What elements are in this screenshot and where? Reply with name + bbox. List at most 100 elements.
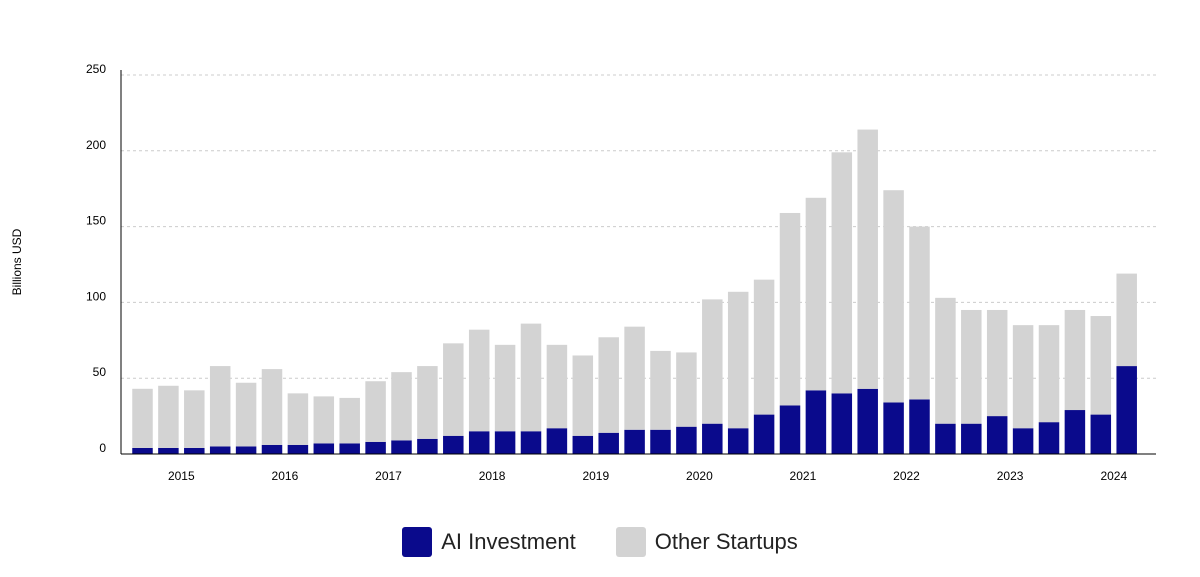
bars	[132, 129, 1137, 454]
legend-item-other-startups[interactable]: Other Startups	[615, 527, 798, 557]
bar-other-startups-2017-q3[interactable]	[391, 372, 412, 441]
bar-ai-investment-2020-q4[interactable]	[727, 428, 749, 454]
bar-other-startups-2022-q2[interactable]	[883, 190, 904, 403]
bar-other-startups-2023-q3[interactable]	[1012, 325, 1034, 429]
bar-ai-investment-2018-q3[interactable]	[494, 431, 516, 454]
x-tick-label-2020: 2020	[686, 469, 713, 483]
bar-ai-investment-2022-q1[interactable]	[857, 388, 878, 454]
bar-ai-investment-2017-q1[interactable]	[339, 443, 360, 454]
legend-swatch-other-startups	[615, 527, 646, 557]
bar-ai-investment-2018-q1[interactable]	[443, 435, 464, 454]
bar-other-startups-2015-q1[interactable]	[132, 388, 153, 448]
bar-ai-investment-2021-q3[interactable]	[805, 390, 827, 454]
legend: AI Investment Other Startups	[0, 527, 1200, 557]
bar-other-startups-2016-q4[interactable]	[313, 396, 335, 444]
legend-item-ai-investment[interactable]: AI Investment	[402, 527, 576, 557]
bar-other-startups-2024-q1[interactable]	[1064, 309, 1086, 411]
bar-ai-investment-2016-q1[interactable]	[235, 446, 257, 454]
bar-ai-investment-2023-q2[interactable]	[986, 416, 1008, 454]
bar-ai-investment-2022-q4[interactable]	[935, 423, 956, 454]
bar-other-startups-2022-q4[interactable]	[935, 297, 956, 424]
bar-other-startups-2019-q1[interactable]	[546, 344, 568, 429]
bar-ai-investment-2020-q3[interactable]	[702, 423, 723, 454]
x-tick-label-2024: 2024	[1100, 469, 1127, 483]
bar-other-startups-2018-q2[interactable]	[468, 329, 490, 432]
bar-ai-investment-2015-q1[interactable]	[132, 447, 153, 454]
bar-other-startups-2019-q2[interactable]	[572, 355, 594, 436]
bar-ai-investment-2017-q3[interactable]	[391, 440, 412, 454]
bar-other-startups-2024-q3[interactable]	[1116, 273, 1137, 367]
bar-other-startups-2020-q4[interactable]	[727, 291, 749, 429]
bar-ai-investment-2015-q2[interactable]	[158, 447, 179, 454]
bar-other-startups-2016-q3[interactable]	[287, 393, 309, 445]
y-tick-label-50: 50	[93, 365, 107, 379]
bar-ai-investment-2023-q1[interactable]	[961, 423, 982, 454]
bar-other-startups-2021-q2[interactable]	[779, 212, 801, 406]
bar-ai-investment-2024-q1[interactable]	[1064, 410, 1086, 454]
bar-ai-investment-2016-q3[interactable]	[287, 444, 309, 454]
bar-ai-investment-2015-q4[interactable]	[209, 446, 231, 454]
bar-ai-investment-2019-q1[interactable]	[546, 428, 568, 454]
bar-ai-investment-2023-q3[interactable]	[1012, 428, 1034, 454]
bar-other-startups-2020-q3[interactable]	[702, 299, 723, 424]
y-tick-labels: 0 50 100 150 200 250	[86, 62, 106, 455]
bar-other-startups-2023-q1[interactable]	[961, 309, 982, 424]
legend-label-other-startups: Other Startups	[654, 529, 798, 554]
bar-ai-investment-2018-q2[interactable]	[468, 431, 490, 454]
bar-other-startups-2017-q2[interactable]	[365, 381, 386, 442]
axes	[120, 70, 1156, 455]
bar-ai-investment-2020-q1[interactable]	[650, 429, 671, 454]
bar-ai-investment-2021-q4[interactable]	[831, 393, 853, 454]
bar-ai-investment-2018-q4[interactable]	[520, 431, 542, 454]
x-tick-labels: 2015 2016 2017 2018 2019 2020 2021 2022 2023 2024	[168, 469, 1128, 483]
bar-other-startups-2018-q3[interactable]	[494, 344, 516, 432]
bar-other-startups-2022-q1[interactable]	[857, 129, 878, 389]
bar-other-startups-2017-q1[interactable]	[339, 397, 360, 444]
bar-ai-investment-2019-q2[interactable]	[572, 435, 594, 454]
bar-other-startups-2016-q1[interactable]	[235, 382, 257, 447]
bar-ai-investment-2020-q2[interactable]	[676, 426, 697, 454]
bar-other-startups-2021-q4[interactable]	[831, 152, 853, 394]
bar-other-startups-2022-q3[interactable]	[909, 226, 930, 400]
y-axis-label: Billions USD	[10, 228, 24, 295]
bar-ai-investment-2021-q2[interactable]	[779, 405, 801, 454]
y-tick-label-250: 250	[86, 62, 106, 76]
y-tick-label-200: 200	[86, 138, 106, 152]
bar-other-startups-2015-q3[interactable]	[184, 390, 205, 448]
bar-ai-investment-2019-q3[interactable]	[598, 432, 619, 454]
bar-other-startups-2024-q2[interactable]	[1090, 316, 1112, 415]
y-tick-label-0: 0	[99, 441, 106, 455]
bar-other-startups-2021-q1[interactable]	[753, 279, 775, 415]
bar-other-startups-2021-q3[interactable]	[805, 197, 827, 391]
x-tick-label-2016: 2016	[272, 469, 299, 483]
bar-other-startups-2015-q2[interactable]	[158, 385, 179, 448]
x-tick-label-2022: 2022	[893, 469, 920, 483]
bar-other-startups-2020-q2[interactable]	[676, 352, 697, 427]
bar-other-startups-2023-q2[interactable]	[986, 309, 1008, 417]
y-tick-label-150: 150	[86, 214, 106, 228]
bar-other-startups-2019-q4[interactable]	[624, 326, 645, 430]
bar-other-startups-2016-q2[interactable]	[261, 369, 283, 445]
x-tick-label-2015: 2015	[168, 469, 195, 483]
bar-ai-investment-2016-q2[interactable]	[261, 444, 283, 454]
bar-other-startups-2015-q4[interactable]	[209, 366, 231, 447]
bar-other-startups-2018-q4[interactable]	[520, 323, 542, 432]
bar-ai-investment-2021-q1[interactable]	[753, 414, 775, 454]
x-tick-label-2023: 2023	[997, 469, 1024, 483]
bar-other-startups-2017-q4[interactable]	[417, 366, 438, 439]
bar-other-startups-2023-q4[interactable]	[1038, 325, 1060, 423]
bar-ai-investment-2024-q3[interactable]	[1116, 366, 1137, 454]
bar-ai-investment-2024-q2[interactable]	[1090, 414, 1112, 454]
bar-other-startups-2019-q3[interactable]	[598, 337, 619, 433]
bar-other-startups-2018-q1[interactable]	[443, 343, 464, 436]
bar-ai-investment-2017-q2[interactable]	[365, 441, 386, 454]
bar-other-startups-2020-q1[interactable]	[650, 350, 671, 430]
bar-ai-investment-2022-q2[interactable]	[883, 402, 904, 454]
bar-ai-investment-2017-q4[interactable]	[417, 438, 438, 454]
bar-ai-investment-2022-q3[interactable]	[909, 399, 930, 454]
bar-ai-investment-2023-q4[interactable]	[1038, 422, 1060, 454]
bar-ai-investment-2019-q4[interactable]	[624, 429, 645, 454]
bar-ai-investment-2015-q3[interactable]	[184, 447, 205, 454]
bar-ai-investment-2016-q4[interactable]	[313, 443, 335, 454]
